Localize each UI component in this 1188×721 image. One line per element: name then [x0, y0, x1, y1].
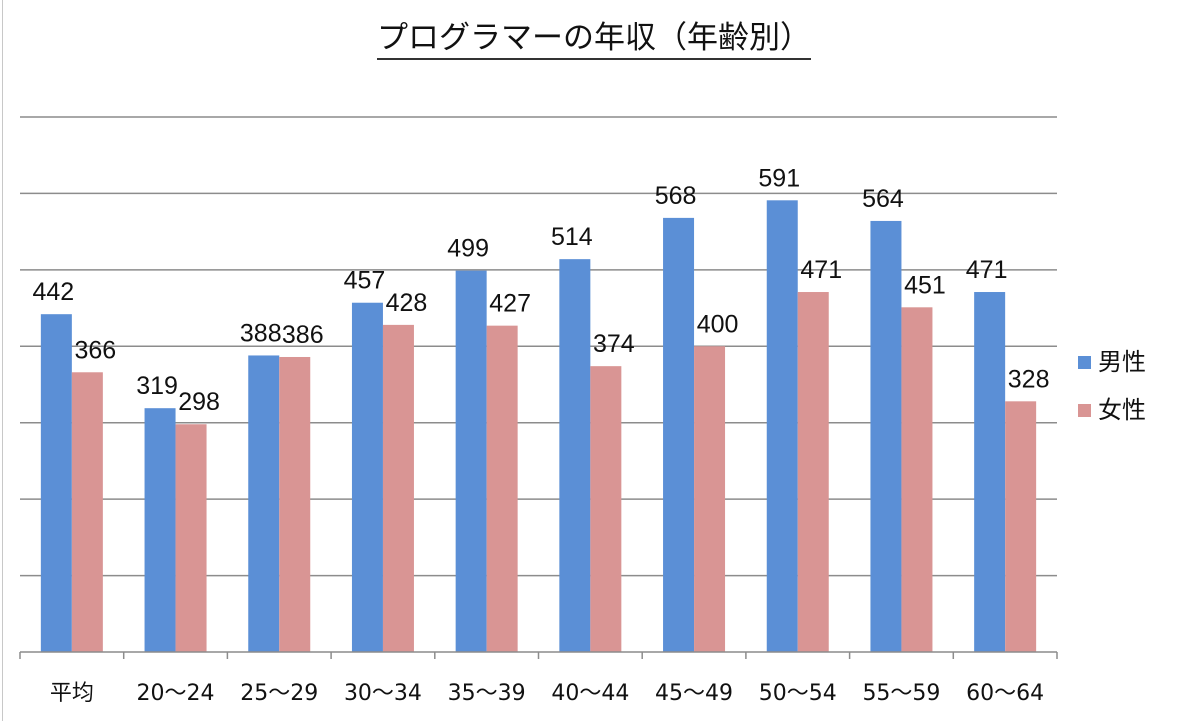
x-tick-label: 50〜54: [759, 681, 837, 706]
bar-female: [694, 346, 726, 652]
data-label: 564: [862, 185, 904, 213]
x-tick-label: 25〜29: [240, 681, 318, 706]
x-tick-label: 55〜59: [862, 681, 940, 706]
bar-female: [901, 307, 933, 652]
data-label: 386: [282, 321, 324, 349]
data-label: 319: [136, 372, 178, 400]
data-label: 457: [344, 267, 386, 295]
data-label: 298: [178, 388, 220, 416]
bar-male: [974, 292, 1006, 652]
bar-male: [663, 217, 695, 652]
data-label: 471: [800, 256, 842, 284]
data-label: 591: [758, 164, 800, 192]
bar-female: [175, 424, 207, 652]
chart-title: プログラマーの年収（年齢別）: [0, 12, 1188, 60]
bar-female: [797, 292, 829, 652]
bar-female: [590, 366, 622, 652]
data-label: 328: [1008, 365, 1050, 393]
x-tick-label: 30〜34: [344, 681, 422, 706]
data-label: 428: [386, 289, 428, 317]
bar-male: [870, 220, 902, 652]
x-tick-label: 60〜64: [966, 681, 1044, 706]
chart-title-text: プログラマーの年収（年齢別）: [377, 20, 811, 60]
data-label: 451: [904, 271, 946, 299]
data-label: 471: [966, 256, 1008, 284]
x-tick-label: 45〜49: [655, 681, 733, 706]
bar-female: [1005, 401, 1037, 652]
data-label: 568: [655, 182, 697, 210]
bar-female: [279, 356, 311, 652]
bar-female: [486, 325, 518, 652]
data-label: 427: [489, 290, 531, 318]
bar-male: [144, 408, 176, 652]
legend-label: 男性: [1098, 348, 1146, 376]
x-tick-label: 20〜24: [137, 681, 215, 706]
data-label: 499: [447, 235, 489, 263]
bar-female: [382, 324, 414, 652]
bar-male: [559, 259, 591, 652]
legend-swatch: [1078, 404, 1091, 417]
data-label: 366: [74, 336, 116, 364]
bar-male: [455, 270, 487, 652]
bar-male: [766, 200, 798, 653]
legend-swatch: [1078, 356, 1091, 369]
bar-male: [351, 302, 383, 652]
data-label: 514: [551, 223, 593, 251]
x-tick-label: 平均: [50, 681, 94, 706]
data-label: 442: [32, 278, 74, 306]
bar-male: [40, 314, 72, 652]
bar-male: [248, 355, 280, 652]
x-tick-label: 40〜44: [551, 681, 629, 706]
legend-label: 女性: [1098, 396, 1146, 424]
data-label: 388: [240, 319, 282, 347]
bar-female: [71, 372, 103, 652]
data-label: 400: [697, 310, 739, 338]
x-tick-label: 35〜39: [448, 681, 526, 706]
data-label: 374: [593, 330, 635, 358]
